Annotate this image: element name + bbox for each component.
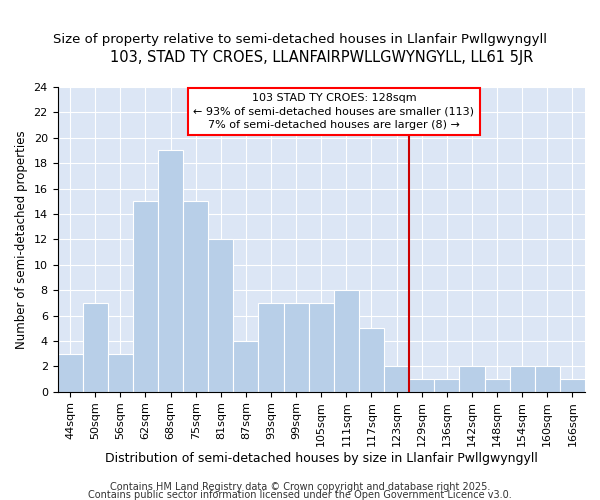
- Bar: [58, 354, 83, 392]
- Bar: [83, 303, 108, 392]
- Bar: [434, 379, 460, 392]
- Text: Size of property relative to semi-detached houses in Llanfair Pwllgwyngyll: Size of property relative to semi-detach…: [53, 32, 547, 46]
- Bar: [233, 341, 259, 392]
- Bar: [183, 202, 208, 392]
- X-axis label: Distribution of semi-detached houses by size in Llanfair Pwllgwyngyll: Distribution of semi-detached houses by …: [105, 452, 538, 465]
- Title: 103, STAD TY CROES, LLANFAIRPWLLGWYNGYLL, LL61 5JR: 103, STAD TY CROES, LLANFAIRPWLLGWYNGYLL…: [110, 50, 533, 65]
- Text: Contains public sector information licensed under the Open Government Licence v3: Contains public sector information licen…: [88, 490, 512, 500]
- Bar: [535, 366, 560, 392]
- Bar: [359, 328, 384, 392]
- Text: Contains HM Land Registry data © Crown copyright and database right 2025.: Contains HM Land Registry data © Crown c…: [110, 482, 490, 492]
- Bar: [208, 240, 233, 392]
- Y-axis label: Number of semi-detached properties: Number of semi-detached properties: [15, 130, 28, 348]
- Bar: [284, 303, 309, 392]
- Bar: [108, 354, 133, 392]
- Bar: [409, 379, 434, 392]
- Bar: [485, 379, 509, 392]
- Bar: [384, 366, 409, 392]
- Bar: [259, 303, 284, 392]
- Bar: [560, 379, 585, 392]
- Text: 103 STAD TY CROES: 128sqm
← 93% of semi-detached houses are smaller (113)
7% of : 103 STAD TY CROES: 128sqm ← 93% of semi-…: [193, 94, 475, 130]
- Bar: [334, 290, 359, 392]
- Bar: [133, 202, 158, 392]
- Bar: [309, 303, 334, 392]
- Bar: [158, 150, 183, 392]
- Bar: [509, 366, 535, 392]
- Bar: [460, 366, 485, 392]
